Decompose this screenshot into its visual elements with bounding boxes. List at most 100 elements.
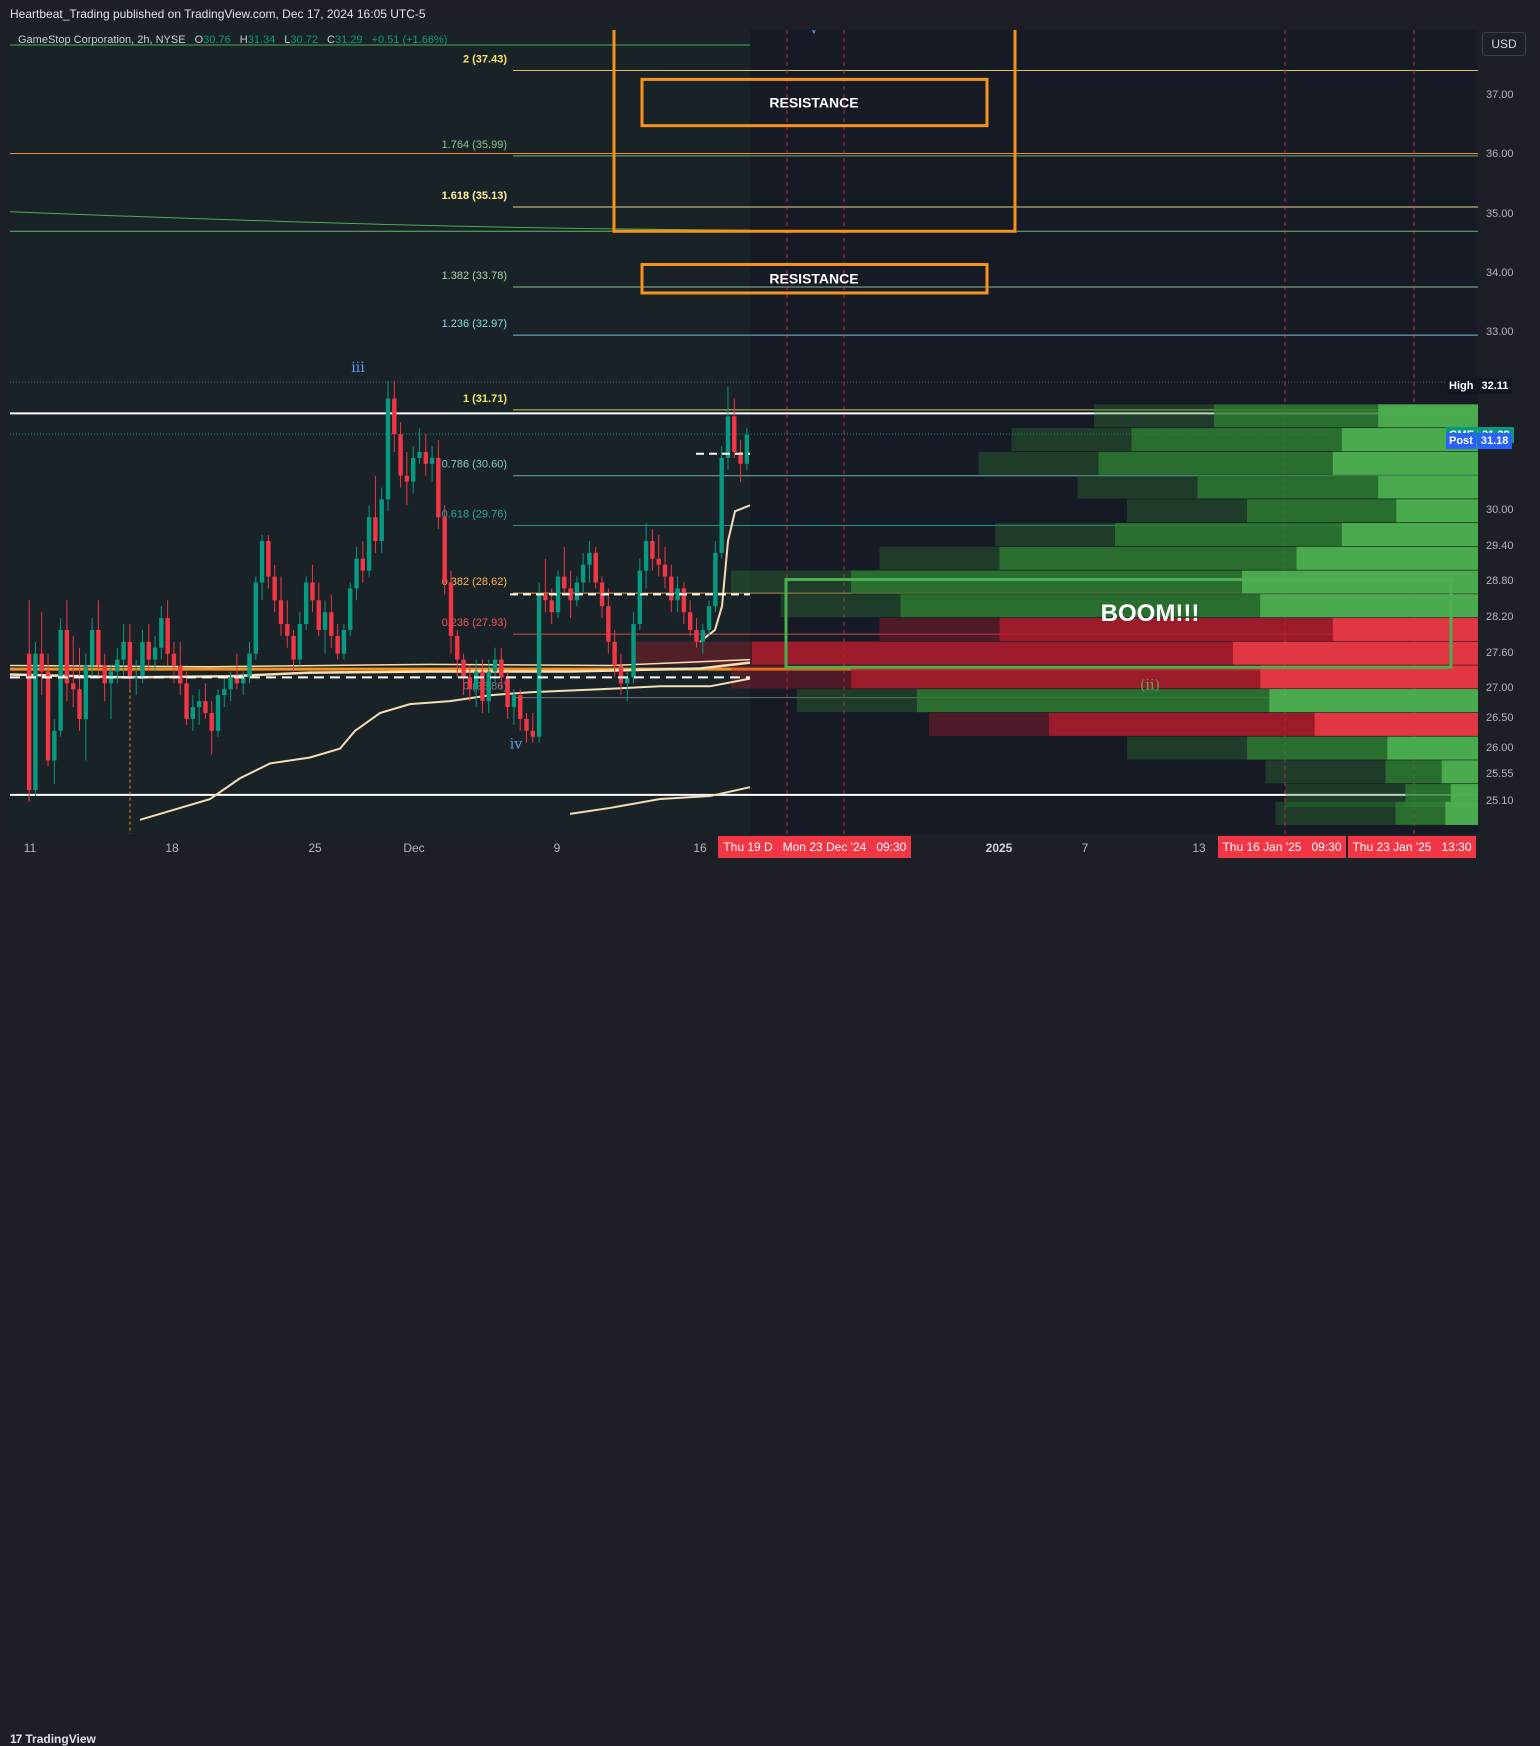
volume-profile-row [1396,499,1478,523]
candle-body [524,718,529,731]
candle-body [518,695,523,719]
candle-body [486,671,491,702]
top-bar: Heartbeat_Trading published on TradingVi… [0,0,1540,30]
price-badge-label: High [1446,378,1477,395]
tradingview-logo-text: TradingView [25,1732,96,1746]
candle-body [587,552,592,565]
candle-body [348,588,353,630]
candle-body [121,641,126,660]
candle-body [404,475,410,482]
wave-label: iv [510,737,522,753]
candle-body [687,612,693,630]
boom-label: BOOM!!! [1101,600,1200,627]
high-label: H [239,34,248,46]
candle-body [96,629,101,666]
fib-level-label: 1.382 (33.78) [442,270,507,282]
x-axis-tick-label: 9 [553,841,561,855]
candle-body [612,641,617,666]
candle-body [467,677,473,690]
candle-body [329,612,334,636]
fib-level-label: 0.382 (28.62) [442,576,507,588]
candle-body [455,635,460,660]
candle-body [379,499,384,541]
candle-body [423,451,428,464]
candle-body [417,451,422,458]
candle-body [366,517,372,571]
candle-body [732,416,737,452]
candle-body [373,517,378,541]
candle-body [341,629,347,654]
x-axis-time-badge: Thu 19 D [718,836,778,858]
currency-button[interactable]: USD [1482,32,1526,56]
volume-profile-row [1296,546,1478,570]
close-label: C [327,34,335,46]
volume-profile-row [1332,451,1478,475]
candle-body [159,618,164,648]
y-axis-tick-label: 29.40 [1486,539,1514,552]
candle-body [77,689,82,719]
wave-label: iii [351,360,365,376]
candle-body [442,517,447,583]
x-axis-tick-label: 11 [23,841,37,855]
candle-body [713,552,718,607]
candle-body [203,701,208,714]
candle-body [259,540,265,583]
x-axis-tick-label: 13 [1192,841,1206,855]
y-axis-tick-label: 28.20 [1486,611,1514,624]
low-label: L [284,34,291,46]
candle-body [549,600,554,613]
y-axis-tick-label: 28.80 [1486,575,1514,588]
candle-body [530,730,536,737]
candle-body [392,398,397,435]
candle-body [354,558,359,589]
chart-area[interactable]: 2 (37.43) 1.764 (35.99) 1.618 (35.13) 1.382… [10,30,1478,834]
x-axis-tick-label: 16 [693,841,707,855]
candle-body [228,677,233,690]
candle-body [26,653,32,791]
close-value: 31.29 [334,34,363,46]
volume-profile-row [1260,594,1478,618]
footer-bar: 17 TradingView [0,860,1540,1746]
candle-body [240,677,246,684]
tradingview-logo[interactable]: 17 TradingView [10,1732,96,1746]
symbol-name: GameStop Corporation, 2h, NYSE [18,34,186,46]
boom-box [784,578,1453,669]
volume-profile-row [1232,641,1478,665]
candle-body [171,653,177,666]
volume-profile-row [1260,665,1478,689]
price-badge: Post 31.18 [1446,433,1513,450]
candle-body [272,576,277,601]
price-chart[interactable]: 2 (37.43) 1.764 (35.99) 1.618 (35.13) 1.382… [10,30,1478,834]
candle-body [335,635,340,654]
candle-body [706,606,712,630]
candle-body [574,582,580,601]
fib-level-label: 1 (31.71) [463,393,507,405]
candle-body [222,689,227,696]
high-value: 31.34 [247,34,276,46]
candle-body [499,659,504,678]
candle-body [64,629,70,684]
resistance-label: RESISTANCE [769,95,858,111]
candle-body [555,576,561,613]
y-axis-tick-label: 35.00 [1486,207,1514,220]
volume-profile-row [1378,404,1478,428]
candle-body [196,701,202,708]
candle-body [140,641,145,678]
candle-body [178,665,183,684]
candle-body [102,665,107,684]
candle-body [410,457,416,482]
x-axis-tick-label: 7 [1081,841,1089,855]
fib-level-label: 1.236 (32.97) [442,318,507,330]
y-axis-tick-label: 33.00 [1486,326,1514,339]
fib-level-label: 0.236 (27.93) [442,617,507,629]
x-axis-time-badge: Thu 16 Jan '25 09:30 [1218,836,1346,858]
resistance-box [640,77,989,128]
y-axis-tick-label: 34.00 [1486,266,1514,279]
candle-body [448,582,454,636]
open-label: O [194,34,204,46]
candle-body [719,457,724,553]
volume-profile-row [1332,617,1478,641]
x-axis-time-badge: Mon 23 Dec '24 09:30 [778,836,911,858]
candle-body [643,540,649,571]
candle-body [650,540,655,559]
